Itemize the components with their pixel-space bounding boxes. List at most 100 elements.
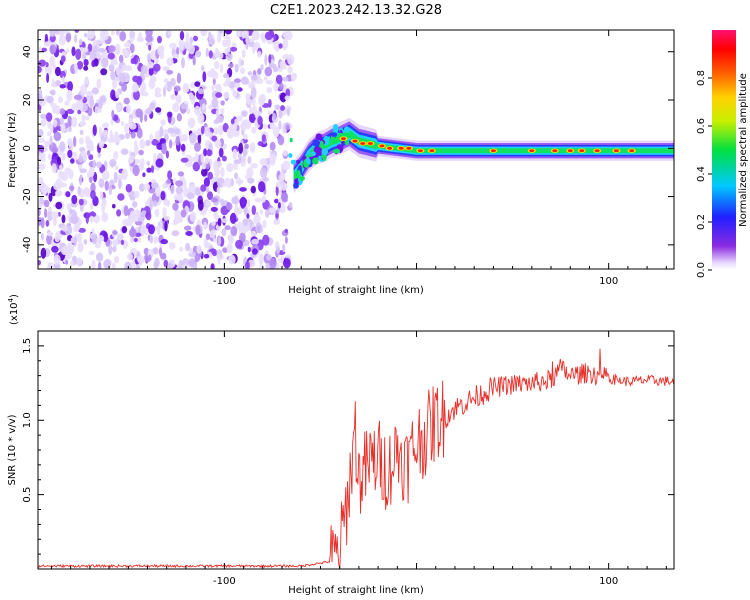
y-tick-label: 1.5 [22,338,33,354]
noise-speckle [86,90,93,97]
noise-speckle [78,38,83,46]
noise-speckle [78,198,84,206]
noise-speckle [205,200,212,208]
noise-speckle [91,259,96,269]
noise-speckle [189,132,197,144]
noise-speckle [40,247,47,259]
noise-speckle [97,151,101,158]
noise-speckle [259,209,264,215]
noise-speckle [266,87,273,94]
noise-speckle [222,39,229,48]
noise-speckle [203,148,208,157]
noise-speckle [109,129,113,141]
noise-speckle [163,259,169,268]
noise-speckle [40,47,48,52]
noise-speckle [287,66,293,74]
noise-speckle [38,208,41,217]
noise-speckle [38,137,45,143]
noise-speckle [130,131,136,139]
noise-speckle [145,139,151,147]
noise-speckle [234,78,241,83]
signal-blob [330,132,338,137]
noise-speckle [60,171,65,180]
noise-speckle [93,45,98,53]
noise-speckle [113,151,119,160]
y-tick-label: 20 [22,94,33,107]
noise-speckle [77,232,82,244]
noise-speckle [87,43,93,52]
noise-speckle [166,81,172,92]
y-tick-label: -40 [22,237,33,253]
noise-speckle [213,210,218,220]
noise-speckle [129,43,135,54]
noise-speckle [132,201,138,208]
noise-speckle [166,57,174,66]
noise-speckle [51,245,59,253]
noise-speckle [124,122,129,134]
noise-speckle [279,60,286,68]
noise-speckle [250,74,258,81]
noise-speckle [279,203,286,214]
noise-speckle [138,162,145,171]
spectrogram-x-axis-label: Height of straight line (km) [288,285,424,296]
noise-speckle [178,259,183,269]
noise-speckle [284,95,291,101]
noise-speckle [101,201,106,213]
noise-speckle [57,156,62,165]
noise-speckle [245,260,250,269]
noise-speckle [236,207,243,215]
noise-speckle [167,262,173,269]
noise-speckle [189,211,197,222]
noise-speckle [274,104,281,110]
spectrogram-y-axis-label: Frequency (Hz) [7,112,18,188]
noise-speckle [200,152,204,164]
hotspot-red [567,149,573,153]
noise-speckle [172,202,179,211]
colorbar-gradient [712,30,736,270]
noise-speckle [181,258,190,267]
noise-speckle [186,108,191,115]
noise-speckle [227,69,232,75]
noise-speckle [47,262,54,267]
noise-speckle [211,135,218,142]
noise-speckle [112,245,117,253]
noise-speckle [217,253,221,265]
noise-speckle [156,225,161,235]
noise-speckle [221,218,228,224]
noise-speckle [265,80,274,85]
noise-speckle [203,177,210,187]
noise-speckle [180,103,189,110]
noise-speckle [50,211,59,220]
noise-speckle [40,113,47,119]
noise-speckle [110,89,116,100]
noise-speckle [41,117,47,124]
noise-speckle [138,149,144,156]
noise-speckle [128,228,137,238]
noise-speckle [129,122,137,130]
noise-speckle [108,45,116,53]
noise-speckle [288,202,293,209]
noise-speckle [90,190,96,200]
noise-speckle [260,64,264,71]
noise-speckle [193,263,197,269]
noise-speckle [38,246,41,252]
noise-speckle [136,127,143,139]
noise-speckle [70,260,75,267]
noise-speckle [101,57,109,68]
noise-speckle [165,150,169,159]
noise-speckle [195,129,202,136]
noise-speckle [119,31,127,42]
noise-speckle [102,122,110,129]
noise-speckle [130,210,139,223]
noise-speckle [67,115,73,127]
hotspot-red [406,146,412,150]
noise-speckle [73,63,78,70]
noise-speckle [169,42,177,50]
noise-speckle [43,140,51,146]
signal-blob [333,148,340,154]
noise-speckle [223,81,228,87]
noise-speckle [241,110,248,117]
hotspot-red [387,146,393,150]
noise-speckle [53,131,62,142]
noise-speckle [84,32,88,38]
